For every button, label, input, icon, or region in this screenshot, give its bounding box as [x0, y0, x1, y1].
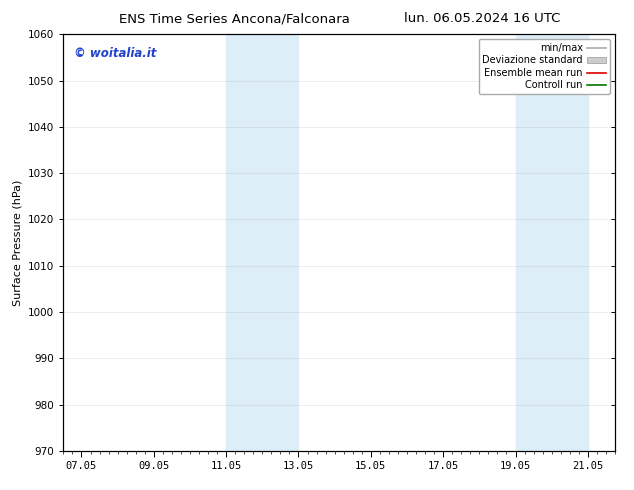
Y-axis label: Surface Pressure (hPa): Surface Pressure (hPa) — [13, 179, 23, 306]
Bar — [515, 34, 588, 451]
Text: ENS Time Series Ancona/Falconara: ENS Time Series Ancona/Falconara — [119, 12, 350, 25]
Legend: min/max, Deviazione standard, Ensemble mean run, Controll run: min/max, Deviazione standard, Ensemble m… — [479, 39, 610, 94]
Text: © woitalia.it: © woitalia.it — [74, 47, 157, 60]
Bar — [226, 34, 299, 451]
Text: lun. 06.05.2024 16 UTC: lun. 06.05.2024 16 UTC — [404, 12, 560, 25]
